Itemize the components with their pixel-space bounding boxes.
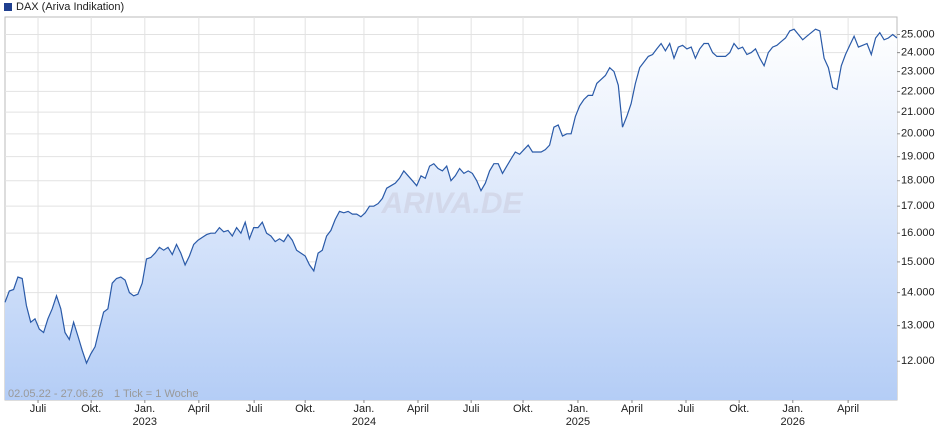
x-tick-label: April [621,403,643,415]
x-tick-label: Okt. [513,403,533,415]
x-tick-label: Jan. [134,403,155,415]
watermark: ARIVA.DE [380,187,523,220]
x-tick-label: Okt. [729,403,749,415]
line [4,28,898,365]
x-tick-label: Juli [678,403,695,415]
y-tick-label: 13.000 [901,320,935,332]
y-tick-label: 19.000 [901,151,935,163]
x-tick-label: Jan. [354,403,375,415]
x-tick-label: April [407,403,429,415]
y-tick-label: 24.000 [901,47,935,59]
x-year-label: 2026 [781,416,805,428]
y-tick-label: 21.000 [901,106,935,118]
x-tick-label: Jan. [568,403,589,415]
tick-note: 1 Tick = 1 Woche [114,388,198,400]
y-tick-label: 14.000 [901,287,935,299]
area-fill [5,29,897,400]
date-range: 02.05.22 - 27.06.26 [8,388,103,400]
x-tick-label: Juli [246,403,263,415]
y-tick-label: 12.000 [901,355,935,367]
y-tick-label: 25.000 [901,28,935,40]
y-tick-label: 16.000 [901,227,935,239]
x-tick-label: Okt. [295,403,315,415]
x-year-label: 2025 [566,416,590,428]
x-tick-label: Jan. [782,403,803,415]
legend-swatch [4,3,12,11]
x-year-label: 2023 [133,416,157,428]
y-tick-label: 17.000 [901,200,935,212]
x-tick-label: Juli [463,403,480,415]
y-tick-label: 22.000 [901,85,935,97]
x-tick-label: Juli [30,403,47,415]
legend-label: DAX (Ariva Indikation) [16,1,124,13]
y-tick-label: 15.000 [901,256,935,268]
x-tick-label: April [837,403,859,415]
y-tick-label: 20.000 [901,128,935,140]
y-tick-label: 18.000 [901,175,935,187]
x-tick-label: April [188,403,210,415]
x-tick-label: Okt. [81,403,101,415]
y-tick-label: 23.000 [901,65,935,77]
x-year-label: 2024 [352,416,376,428]
